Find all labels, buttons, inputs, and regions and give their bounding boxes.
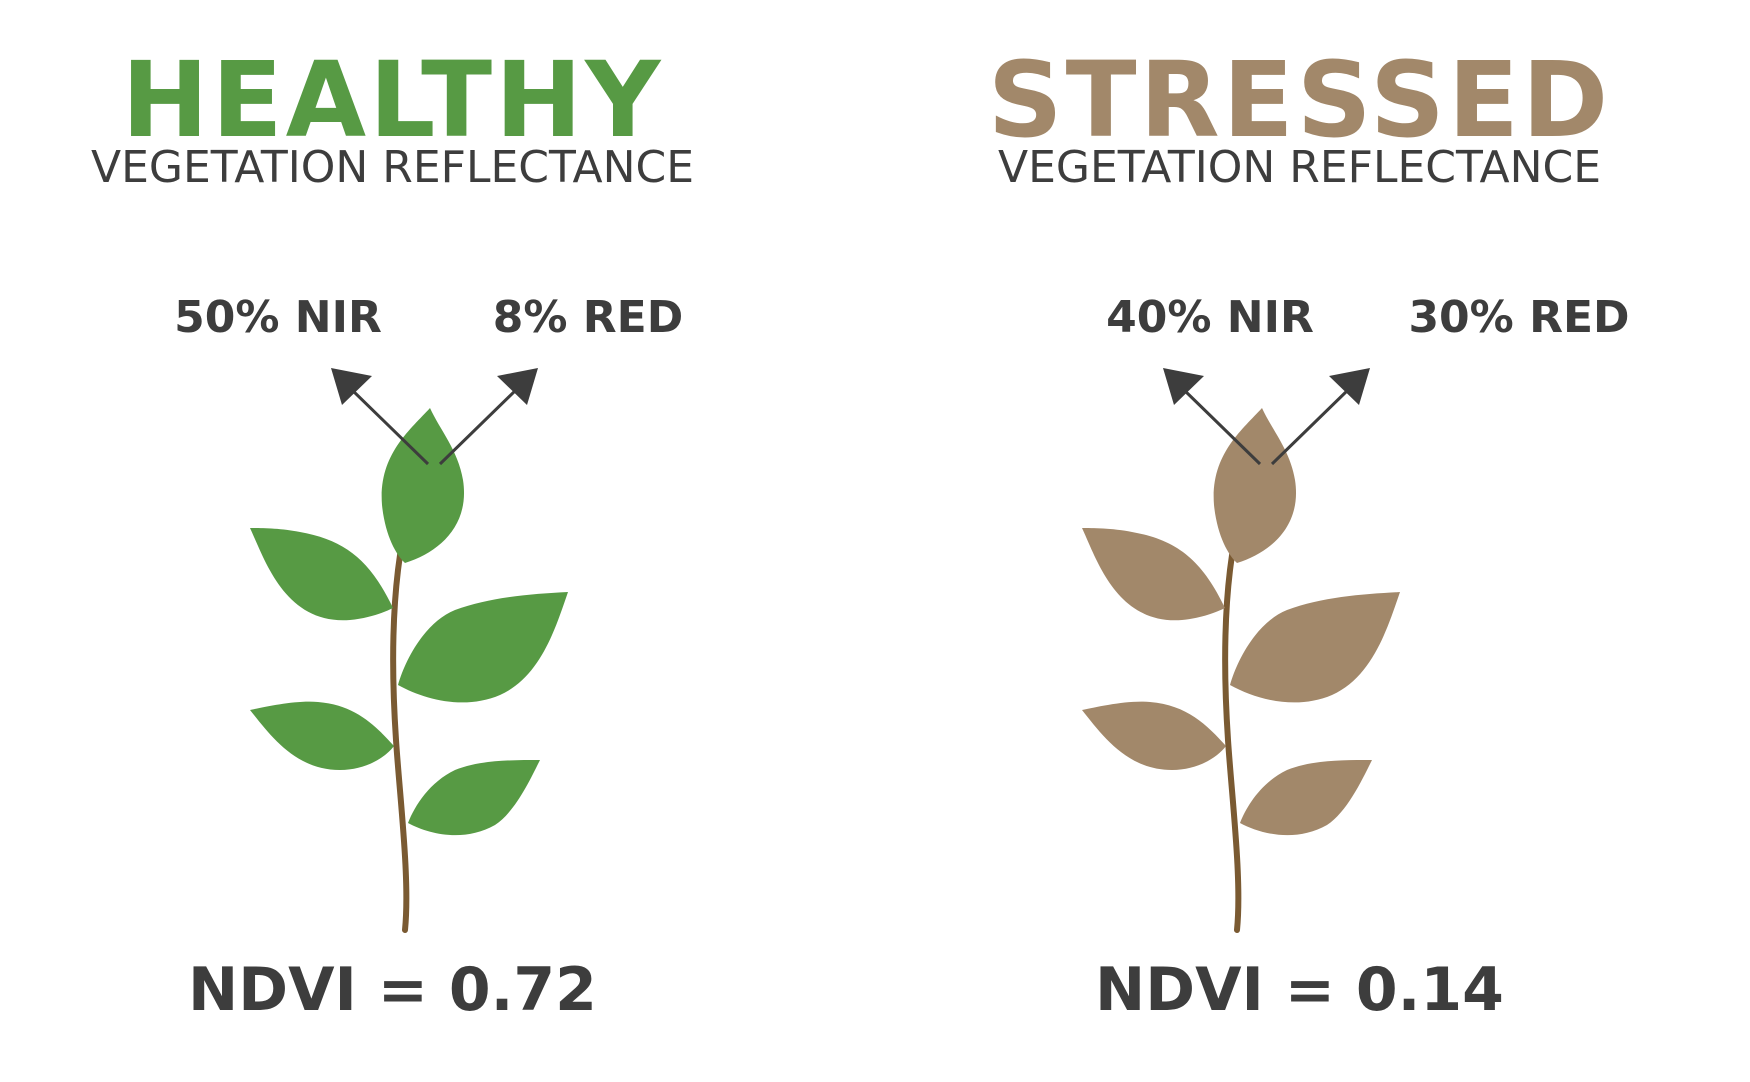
stressed-ndvi-label: NDVI = [1095, 955, 1335, 1025]
stressed-red-label: 30% RED [1408, 292, 1630, 343]
left-lower-leaf [1082, 701, 1226, 770]
healthy-nir-label: 50% NIR [174, 292, 382, 343]
right-upper-leaf [398, 592, 568, 703]
healthy-headline: HEALTHY [121, 39, 664, 161]
right-lower-leaf [408, 760, 540, 836]
red-arrow [438, 368, 538, 466]
nir-arrow [1163, 368, 1262, 466]
right-upper-leaf [1230, 592, 1400, 703]
stressed-plant-illustration [1082, 368, 1400, 933]
right-lower-leaf [1240, 760, 1372, 836]
top-leaf [1213, 408, 1297, 563]
top-leaf [381, 408, 465, 563]
nir-arrow [331, 368, 430, 466]
left-lower-leaf [250, 701, 394, 770]
healthy-ndvi-label: NDVI = [188, 955, 428, 1025]
stressed-plant [1082, 368, 1400, 933]
healthy-red-label: 8% RED [492, 292, 684, 343]
plant-stem [1222, 497, 1243, 933]
stressed-subtitle: VEGETATION REFLECTANCE [997, 142, 1602, 193]
stressed-headline: STRESSED [987, 39, 1612, 161]
red-arrow [1270, 368, 1370, 466]
healthy-subtitle: VEGETATION REFLECTANCE [90, 142, 695, 193]
plant-stem [390, 497, 411, 933]
left-upper-leaf [250, 528, 393, 621]
healthy-panel: HEALTHY VEGETATION REFLECTANCE [0, 39, 830, 1020]
stressed-nir-label: 40% NIR [1106, 292, 1314, 343]
healthy-ndvi: NDVI = 0.72 [0, 960, 830, 1020]
healthy-plant-illustration [250, 368, 568, 933]
stressed-ndvi-value: 0.14 [1355, 955, 1504, 1025]
stressed-panel: STRESSED VEGETATION REFLECTANCE 40% NIR … [875, 0, 1750, 1082]
stressed-ndvi: NDVI = 0.14 [862, 960, 1737, 1020]
left-upper-leaf [1082, 528, 1225, 621]
healthy-ndvi-value: 0.72 [448, 955, 597, 1025]
healthy-plant [250, 368, 568, 933]
